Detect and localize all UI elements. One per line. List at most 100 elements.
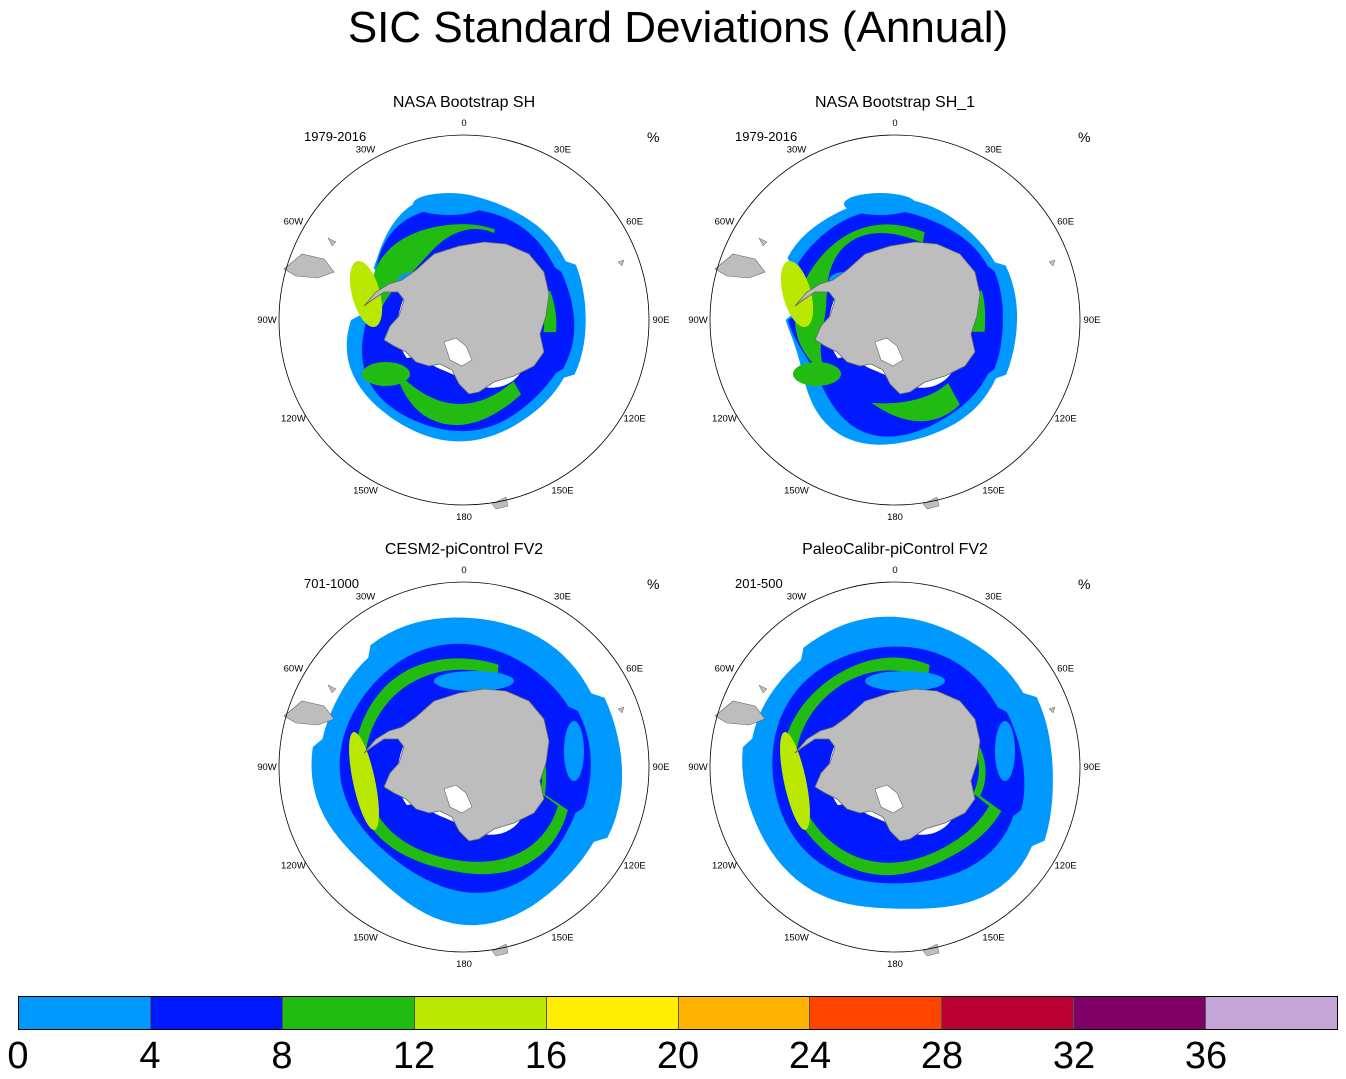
longitude-label: 90E bbox=[653, 315, 670, 326]
longitude-label: 150W bbox=[353, 486, 378, 497]
sic-band-8-12 bbox=[362, 362, 410, 386]
island bbox=[758, 237, 768, 247]
sic-band-8-12 bbox=[793, 362, 841, 386]
longitude-label: 0 bbox=[461, 565, 466, 576]
map-panel-cesm2-picontrol: CESM2-piControl FV2 701-1000 % 0 30E 60E 90… bbox=[244, 541, 684, 981]
antarctica-landmass bbox=[363, 241, 550, 395]
longitude-label: 150E bbox=[982, 933, 1004, 944]
colorbar-box bbox=[282, 997, 415, 1029]
panel-unit: % bbox=[647, 129, 660, 145]
sic-band-0-4 bbox=[434, 671, 514, 691]
colorbar-label: 8 bbox=[271, 1035, 293, 1077]
island bbox=[1048, 706, 1056, 714]
south-america-tip bbox=[714, 253, 766, 279]
longitude-label: 150W bbox=[353, 933, 378, 944]
colorbar-box bbox=[1206, 997, 1338, 1029]
longitude-label: 120E bbox=[624, 861, 646, 872]
island bbox=[758, 684, 768, 694]
antarctica-landmass bbox=[794, 241, 981, 395]
colorbar-box bbox=[942, 997, 1075, 1029]
sic-band-12-16 bbox=[349, 260, 383, 328]
longitude-label: 90W bbox=[688, 762, 708, 773]
sic-band-0-4 bbox=[865, 671, 945, 691]
colorbar-label: 32 bbox=[1052, 1035, 1096, 1077]
longitude-label: 120E bbox=[1055, 414, 1077, 425]
sic-band-0-4 bbox=[995, 721, 1015, 781]
colorbar-box bbox=[1074, 997, 1207, 1029]
longitude-label: 120W bbox=[712, 414, 737, 425]
map-boundary bbox=[709, 581, 1081, 953]
panel-title: CESM2-piControl FV2 bbox=[384, 541, 544, 558]
longitude-label: 150E bbox=[551, 486, 573, 497]
sic-band-0-4 bbox=[844, 193, 916, 215]
longitude-label: 90W bbox=[257, 315, 277, 326]
south-america-tip bbox=[283, 253, 335, 279]
island bbox=[617, 259, 625, 267]
new-zealand-tip bbox=[922, 943, 940, 957]
longitude-label: 120W bbox=[281, 861, 306, 872]
longitude-label: 180 bbox=[456, 959, 472, 970]
map-boundary bbox=[278, 134, 650, 506]
longitude-label: 60E bbox=[1057, 664, 1074, 675]
longitude-label: 30E bbox=[985, 591, 1002, 602]
map-boundary bbox=[278, 581, 650, 953]
longitude-label: 90E bbox=[1084, 315, 1101, 326]
longitude-label: 30W bbox=[356, 591, 376, 602]
island bbox=[327, 237, 337, 247]
sic-field bbox=[346, 193, 586, 442]
new-zealand-tip bbox=[922, 496, 940, 510]
longitude-label: 30E bbox=[985, 144, 1002, 155]
sic-field bbox=[742, 616, 1053, 909]
longitude-label: 180 bbox=[887, 959, 903, 970]
panel-title: PaleoCalibr-piControl FV2 bbox=[802, 541, 988, 558]
colorbar-label: 20 bbox=[656, 1035, 700, 1077]
ice-shelf bbox=[443, 784, 473, 814]
longitude-label: 120W bbox=[281, 414, 306, 425]
longitude-label: 120E bbox=[624, 414, 646, 425]
longitude-label: 60W bbox=[715, 217, 735, 228]
colorbar-label: 12 bbox=[392, 1035, 436, 1077]
longitude-label: 180 bbox=[456, 512, 472, 523]
longitude-label: 0 bbox=[892, 118, 897, 129]
polar-stereographic-map: 0 30E 60E 90E 120E 150E 180 150W 120W 90W 60W 30W bbox=[257, 565, 670, 970]
map-panel-nasa-bootstrap-sh: NASA Bootstrap SH 1979-2016 % 0 30E 60E 90E… bbox=[244, 94, 684, 534]
map-panel-paleocalibr-picontrol: PaleoCalibr-piControl FV2 201-500 % 0 30E… bbox=[675, 541, 1115, 981]
longitude-label: 60E bbox=[626, 664, 643, 675]
longitude-label: 60E bbox=[626, 217, 643, 228]
longitude-label: 150E bbox=[982, 486, 1004, 497]
polar-stereographic-map: 0 30E 60E 90E 120E 150E 180 150W 120W 90W 60W 30W bbox=[688, 565, 1100, 970]
colorbar-box bbox=[810, 997, 943, 1029]
sic-field bbox=[780, 193, 1017, 445]
sic-band-0-4 bbox=[413, 193, 485, 215]
panel-unit: % bbox=[647, 576, 660, 592]
longitude-label: 150W bbox=[784, 933, 809, 944]
longitude-label: 90E bbox=[653, 762, 670, 773]
antarctica-landmass bbox=[794, 688, 981, 842]
panel-title: NASA Bootstrap SH_1 bbox=[814, 94, 976, 111]
longitude-label: 90W bbox=[688, 315, 708, 326]
colorbar-label: 36 bbox=[1184, 1035, 1228, 1077]
ice-shelf bbox=[874, 337, 904, 367]
panel-period: 1979-2016 bbox=[304, 129, 367, 144]
longitude-label: 30E bbox=[554, 144, 571, 155]
island bbox=[327, 684, 337, 694]
sic-field bbox=[311, 617, 623, 926]
longitude-label: 0 bbox=[892, 565, 897, 576]
sic-band-12-16 bbox=[780, 732, 810, 830]
colorbar-label: 16 bbox=[524, 1035, 568, 1077]
colorbar bbox=[18, 996, 1338, 1030]
island bbox=[617, 706, 625, 714]
panel-period: 1979-2016 bbox=[735, 129, 798, 144]
colorbar-box bbox=[150, 997, 283, 1029]
figure-title: SIC Standard Deviations (Annual) bbox=[347, 3, 1009, 52]
longitude-label: 60W bbox=[715, 664, 735, 675]
new-zealand-tip bbox=[491, 943, 509, 957]
panel-unit: % bbox=[1078, 129, 1091, 145]
south-america-tip bbox=[283, 700, 335, 726]
map-boundary bbox=[709, 134, 1081, 506]
longitude-label: 60W bbox=[284, 664, 304, 675]
map-panel-nasa-bootstrap-sh-1: NASA Bootstrap SH_1 1979-2016 % 0 30E 60E 9… bbox=[675, 94, 1115, 534]
antarctica-landmass bbox=[363, 688, 550, 842]
sic-band-0-4 bbox=[564, 721, 584, 781]
longitude-label: 90W bbox=[257, 762, 277, 773]
